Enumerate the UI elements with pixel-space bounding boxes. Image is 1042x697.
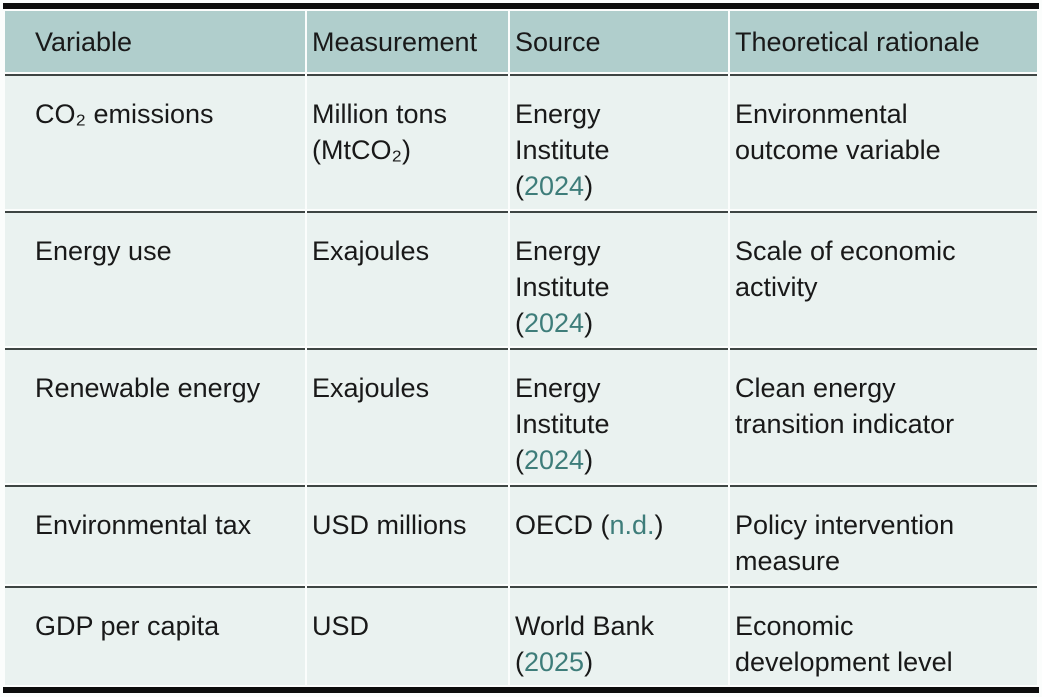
header-row: Variable Measurement Source Theoretical … bbox=[5, 11, 1037, 72]
table-row: Environmental tax USD millions OECD (n.d… bbox=[5, 485, 1037, 584]
citation-link[interactable]: 2024 bbox=[524, 445, 585, 475]
cell-variable: CO₂ emissions bbox=[5, 74, 305, 209]
cell-source: Energy Institute (2024) bbox=[510, 211, 728, 346]
cell-rationale: Policy intervention measure bbox=[730, 485, 1037, 584]
cell-measurement: Exajoules bbox=[307, 348, 508, 483]
table-row: GDP per capita USD World Bank (2025) Eco… bbox=[5, 586, 1037, 685]
cell-source: World Bank (2025) bbox=[510, 586, 728, 685]
source-text: Energy Institute ( bbox=[515, 99, 610, 201]
table-row: Energy use Exajoules Energy Institute (2… bbox=[5, 211, 1037, 346]
cell-measurement: Million tons (MtCO₂) bbox=[307, 74, 508, 209]
cell-variable: Renewable energy bbox=[5, 348, 305, 483]
table-header: Variable Measurement Source Theoretical … bbox=[5, 11, 1037, 72]
source-text: ) bbox=[584, 308, 594, 338]
source-text: ) bbox=[654, 510, 664, 540]
citation-link[interactable]: n.d. bbox=[609, 510, 655, 540]
table-row: CO₂ emissions Million tons (MtCO₂) Energ… bbox=[5, 74, 1037, 209]
cell-measurement: USD bbox=[307, 586, 508, 685]
source-text: OECD ( bbox=[515, 510, 610, 540]
col-header-source: Source bbox=[510, 11, 728, 72]
cell-rationale: Clean energy transition indicator bbox=[730, 348, 1037, 483]
cell-source: Energy Institute (2024) bbox=[510, 74, 728, 209]
variables-table: Variable Measurement Source Theoretical … bbox=[3, 3, 1039, 693]
cell-measurement: USD millions bbox=[307, 485, 508, 584]
table-row: Renewable energy Exajoules Energy Instit… bbox=[5, 348, 1037, 483]
cell-rationale: Economic development level bbox=[730, 586, 1037, 685]
col-header-measurement: Measurement bbox=[307, 11, 508, 72]
source-text: ) bbox=[584, 171, 594, 201]
cell-rationale: Scale of economic activity bbox=[730, 211, 1037, 346]
cell-measurement: Exajoules bbox=[307, 211, 508, 346]
citation-link[interactable]: 2025 bbox=[524, 647, 585, 677]
citation-link[interactable]: 2024 bbox=[524, 308, 585, 338]
source-text: World Bank ( bbox=[515, 611, 655, 677]
cell-source: OECD (n.d.) bbox=[510, 485, 728, 584]
source-text: ) bbox=[584, 445, 594, 475]
table-body: CO₂ emissions Million tons (MtCO₂) Energ… bbox=[5, 74, 1037, 685]
col-header-variable: Variable bbox=[5, 11, 305, 72]
col-header-rationale: Theoretical rationale bbox=[730, 11, 1037, 72]
source-text: Energy Institute ( bbox=[515, 373, 610, 475]
cell-variable: GDP per capita bbox=[5, 586, 305, 685]
citation-link[interactable]: 2024 bbox=[524, 171, 585, 201]
cell-source: Energy Institute (2024) bbox=[510, 348, 728, 483]
cell-rationale: Environmental outcome variable bbox=[730, 74, 1037, 209]
source-text: Energy Institute ( bbox=[515, 236, 610, 338]
cell-variable: Environmental tax bbox=[5, 485, 305, 584]
source-text: ) bbox=[584, 647, 594, 677]
cell-variable: Energy use bbox=[5, 211, 305, 346]
